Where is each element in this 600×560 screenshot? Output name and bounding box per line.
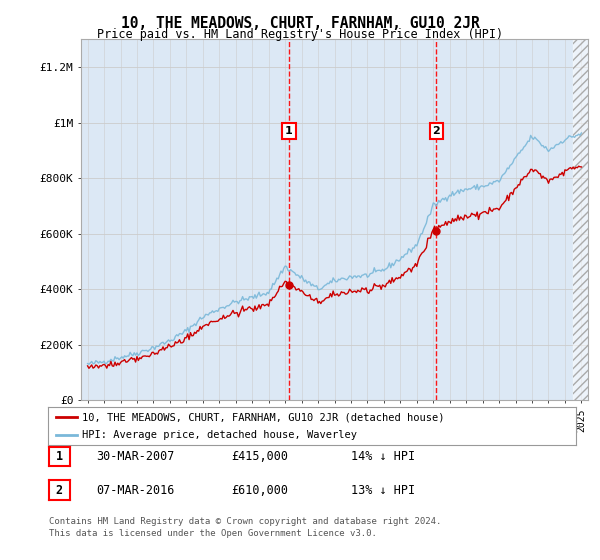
Text: 14% ↓ HPI: 14% ↓ HPI (351, 450, 415, 463)
Text: Price paid vs. HM Land Registry's House Price Index (HPI): Price paid vs. HM Land Registry's House … (97, 28, 503, 41)
Text: 30-MAR-2007: 30-MAR-2007 (96, 450, 175, 463)
Text: 13% ↓ HPI: 13% ↓ HPI (351, 483, 415, 497)
Bar (573, 39, 590, 400)
Text: 2: 2 (56, 483, 63, 497)
Text: 2: 2 (433, 126, 440, 136)
Text: This data is licensed under the Open Government Licence v3.0.: This data is licensed under the Open Gov… (49, 529, 377, 538)
Text: Contains HM Land Registry data © Crown copyright and database right 2024.: Contains HM Land Registry data © Crown c… (49, 517, 442, 526)
Text: £610,000: £610,000 (231, 483, 288, 497)
Text: 10, THE MEADOWS, CHURT, FARNHAM, GU10 2JR: 10, THE MEADOWS, CHURT, FARNHAM, GU10 2J… (121, 16, 479, 31)
Text: 10, THE MEADOWS, CHURT, FARNHAM, GU10 2JR (detached house): 10, THE MEADOWS, CHURT, FARNHAM, GU10 2J… (82, 412, 445, 422)
Bar (573, 39, 590, 400)
Text: £415,000: £415,000 (231, 450, 288, 463)
Text: 1: 1 (285, 126, 293, 136)
Text: HPI: Average price, detached house, Waverley: HPI: Average price, detached house, Wave… (82, 430, 358, 440)
Text: 1: 1 (56, 450, 63, 463)
Text: 07-MAR-2016: 07-MAR-2016 (96, 483, 175, 497)
